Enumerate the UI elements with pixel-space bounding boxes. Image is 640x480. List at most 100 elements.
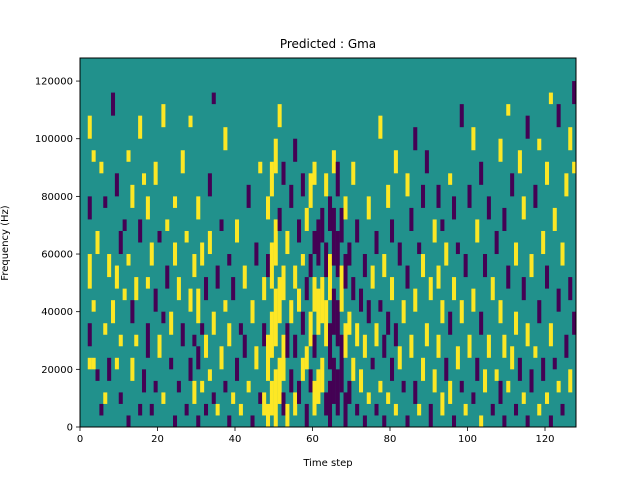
heatmap-cell-high [401, 300, 406, 324]
heatmap-cell-high [122, 288, 127, 301]
heatmap-cell-high [548, 323, 553, 347]
heatmap-cell-high [266, 196, 271, 220]
heatmap-cell-high [514, 242, 519, 266]
heatmap-cell-low [227, 254, 232, 266]
heatmap-cell-high [223, 300, 228, 312]
heatmap-cell-high [165, 219, 170, 231]
heatmap-cell-high [204, 334, 209, 358]
heatmap-cell-high [347, 311, 352, 335]
heatmap-cell-high [428, 277, 433, 301]
heatmap-cell-low [138, 219, 143, 243]
heatmap-cell-high [316, 369, 321, 404]
heatmap-cell-low [328, 380, 333, 428]
heatmap-cell-low [324, 242, 329, 278]
heatmap-cell-low [118, 392, 123, 404]
heatmap-cell-high [506, 380, 511, 393]
heatmap-cell-high [304, 207, 309, 231]
heatmap-cell-high [200, 242, 205, 266]
heatmap-cell-high [277, 277, 282, 324]
heatmap-cell-high [192, 254, 197, 278]
heatmap-cell-high [331, 150, 336, 174]
heatmap-cell-high [529, 254, 534, 278]
heatmap-cell-low [452, 415, 457, 427]
heatmap-cell-high [351, 357, 356, 381]
y-tick-label: 60000 [41, 250, 73, 261]
y-tick-label: 80000 [41, 192, 73, 203]
heatmap-cell-low [517, 357, 522, 381]
heatmap-cell-high [130, 357, 135, 381]
heatmap-cell-high [463, 403, 468, 416]
heatmap-cell-low [390, 357, 395, 381]
x-tick-label: 40 [229, 434, 242, 445]
heatmap-cell-low [355, 219, 360, 243]
heatmap-cell-low [289, 184, 294, 208]
heatmap-cell-low [335, 161, 340, 197]
heatmap-cell-low [331, 207, 336, 266]
heatmap-cell-high [397, 346, 402, 370]
heatmap-cell-low [293, 138, 298, 162]
chart-title: Predicted : Gma [280, 37, 376, 51]
heatmap-cell-high [374, 323, 379, 347]
heatmap-cell-low [382, 334, 387, 358]
heatmap-cell-high [103, 323, 108, 335]
heatmap-cell-high [467, 334, 472, 358]
heatmap-cell-high [432, 219, 437, 243]
heatmap-cell-low [347, 380, 352, 404]
heatmap-cell-high [134, 277, 139, 301]
heatmap-cell-high [266, 334, 271, 381]
heatmap-cell-high [281, 265, 286, 301]
heatmap-cell-high [99, 161, 104, 174]
heatmap-cell-low [459, 104, 464, 128]
heatmap-cell-high [521, 392, 526, 404]
heatmap-cell-low [107, 357, 112, 381]
heatmap-cell-low [297, 380, 302, 404]
heatmap-cell-high [266, 403, 271, 427]
heatmap-cell-low [335, 300, 340, 347]
heatmap-cell-high [541, 230, 546, 255]
heatmap-cell-high [114, 265, 119, 289]
heatmap-cell-high [269, 161, 274, 197]
heatmap-cell-low [545, 265, 550, 289]
heatmap-cell-high [277, 104, 282, 128]
heatmap-cell-low [424, 150, 429, 174]
heatmap-cell-high [273, 138, 278, 174]
heatmap-cell-low [103, 196, 108, 208]
heatmap-cell-low [207, 173, 212, 197]
heatmap-cell-low [99, 403, 104, 416]
heatmap-cell-high [134, 334, 139, 347]
heatmap-cell-low [343, 392, 348, 427]
heatmap-cell-low [339, 334, 344, 393]
heatmap-cell-high [440, 300, 445, 324]
heatmap-cell-low [355, 403, 360, 416]
heatmap-cell-low [223, 380, 228, 393]
heatmap-cell-low [556, 104, 561, 128]
heatmap-cell-low [328, 323, 333, 370]
heatmap-cell-low [413, 127, 418, 151]
heatmap-cell-high [153, 161, 158, 185]
heatmap-cell-low [235, 357, 240, 381]
heatmap-cell-low [231, 277, 236, 301]
heatmap-cell-low [475, 357, 480, 381]
heatmap-cell-low [444, 357, 449, 381]
heatmap-cell-high [320, 277, 325, 324]
heatmap-cell-low [254, 242, 259, 266]
heatmap-cell-high [215, 403, 220, 416]
heatmap-cell-high [126, 254, 131, 266]
heatmap-cell-high [300, 357, 305, 381]
heatmap-cell-high [525, 323, 530, 347]
heatmap-cell-low [521, 277, 526, 301]
heatmap-cell-high [366, 392, 371, 404]
heatmap-cell-low [405, 415, 410, 427]
heatmap-cell-low [200, 323, 205, 335]
heatmap-cell-low [95, 369, 100, 381]
heatmap-cell-high [421, 254, 426, 278]
heatmap-cell-low [308, 254, 313, 278]
heatmap-cell-high [560, 242, 565, 266]
heatmap-cell-low [87, 323, 92, 347]
heatmap-cell-high [273, 369, 278, 427]
heatmap-cell-high [145, 277, 150, 289]
heatmap-cell-low [149, 403, 154, 416]
heatmap-cell-high [87, 254, 92, 289]
heatmap-cell-high [521, 196, 526, 220]
